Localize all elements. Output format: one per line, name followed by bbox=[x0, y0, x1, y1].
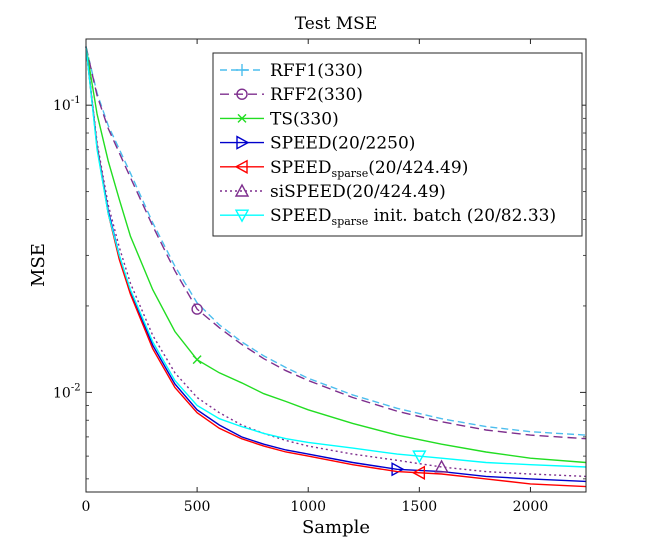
legend-entry-rff2: RFF2(330) bbox=[220, 85, 363, 105]
legend-label: SPEEDsparse init. batch (20/82.33) bbox=[270, 206, 556, 228]
x-tick-label: 1500 bbox=[402, 499, 438, 515]
series-marker-speed_sparse bbox=[411, 465, 426, 480]
legend-label-main: TS(330) bbox=[270, 109, 339, 129]
y-tick-exponent: -1 bbox=[71, 95, 81, 106]
x-axis-label: Sample bbox=[302, 517, 370, 538]
legend-label-tail: init. batch (20/82.33) bbox=[368, 206, 556, 226]
legend-label: RFF2(330) bbox=[270, 85, 363, 105]
legend-marker-speed_sparse_init bbox=[234, 209, 250, 223]
legend-marker-sispeed bbox=[234, 183, 250, 197]
legend-label-main: siSPEED(20/424.49) bbox=[270, 182, 446, 202]
legend-marker-speed_sparse bbox=[234, 159, 248, 174]
y-tick-base: 10 bbox=[53, 385, 71, 401]
legend-marker-rff1 bbox=[236, 64, 248, 76]
legend-label-main: SPEED bbox=[270, 158, 332, 178]
series-layer bbox=[85, 46, 587, 488]
y-tick-base: 10 bbox=[53, 98, 71, 114]
legend-label-main: RFF1(330) bbox=[270, 61, 363, 81]
chart-title: Test MSE bbox=[295, 14, 378, 34]
y-tick-label: 10-1 bbox=[53, 95, 81, 114]
series-marker-speed_sparse_init bbox=[412, 450, 427, 464]
legend-label: TS(330) bbox=[270, 109, 339, 129]
series-marker-sispeed bbox=[434, 459, 449, 473]
legend-box bbox=[212, 52, 583, 237]
x-tick-label: 500 bbox=[184, 499, 211, 515]
legend-label-tail: (20/424.49) bbox=[368, 158, 468, 178]
legend: RFF1(330) RFF2(330) TS(330) SPEED(20/2250) S… bbox=[212, 52, 583, 237]
legend-entry-sispeed: siSPEED(20/424.49) bbox=[220, 182, 446, 202]
legend-label-main: SPEED bbox=[270, 206, 332, 226]
series-line-speed_sparse_init bbox=[85, 46, 587, 468]
legend-marker-ts bbox=[237, 113, 247, 123]
legend-label-subscript: sparse bbox=[332, 215, 369, 228]
series-line-rff2 bbox=[85, 46, 587, 440]
legend-label: RFF1(330) bbox=[270, 61, 363, 81]
legend-marker-rff2 bbox=[236, 88, 248, 100]
legend-label-main: SPEED(20/2250) bbox=[270, 134, 415, 154]
x-tick-label: 1000 bbox=[290, 499, 326, 515]
y-tick-label: 10-2 bbox=[53, 382, 81, 401]
series-marker-rff2 bbox=[191, 303, 203, 315]
legend-marker-speed bbox=[236, 135, 250, 150]
x-tick-label: 0 bbox=[82, 499, 91, 515]
series-line-ts bbox=[85, 46, 587, 464]
series-marker-ts bbox=[192, 355, 202, 365]
legend-entry-speed_sparse_init: SPEEDsparse init. batch (20/82.33) bbox=[220, 206, 556, 228]
legend-entry-rff1: RFF1(330) bbox=[220, 61, 363, 81]
series-line-rff1 bbox=[85, 46, 587, 436]
series-line-speed_sparse bbox=[85, 46, 587, 488]
legend-label-subscript: sparse bbox=[332, 167, 369, 180]
plot-frame bbox=[85, 38, 587, 493]
x-tick-label: 2000 bbox=[513, 499, 549, 515]
y-tick-exponent: -2 bbox=[71, 382, 81, 393]
legend-entry-ts: TS(330) bbox=[220, 109, 339, 129]
legend-entry-speed: SPEED(20/2250) bbox=[220, 134, 415, 154]
legend-entry-speed_sparse: SPEEDsparse(20/424.49) bbox=[220, 158, 468, 180]
y-axis-label: MSE bbox=[28, 243, 49, 287]
legend-entries: RFF1(330) RFF2(330) TS(330) SPEED(20/2250) S… bbox=[220, 61, 556, 228]
legend-label: SPEEDsparse(20/424.49) bbox=[270, 158, 468, 180]
legend-label: SPEED(20/2250) bbox=[270, 134, 415, 154]
legend-label: siSPEED(20/424.49) bbox=[270, 182, 446, 202]
legend-label-main: RFF2(330) bbox=[270, 85, 363, 105]
